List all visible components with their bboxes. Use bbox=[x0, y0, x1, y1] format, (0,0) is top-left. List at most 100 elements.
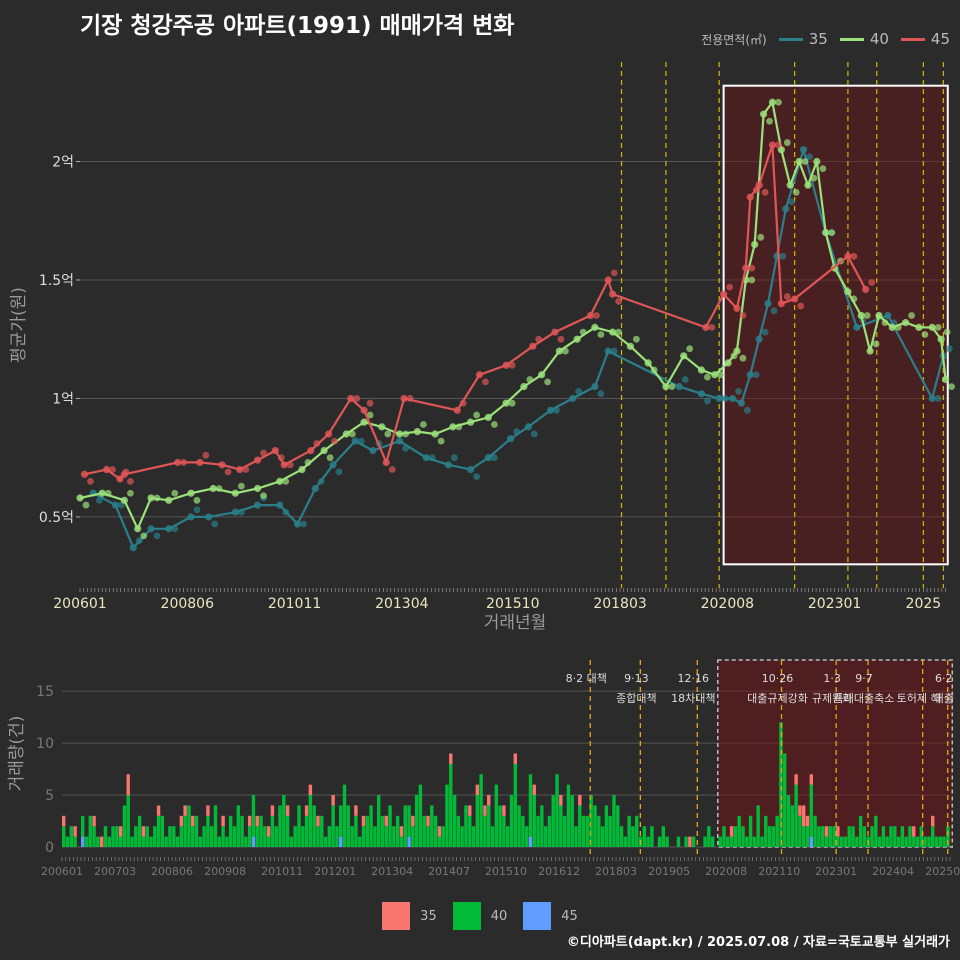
vol-bar-stack_35-25 bbox=[156, 805, 161, 816]
vol-bar-stack_35-116 bbox=[502, 805, 506, 816]
volume-legend-40[interactable]: 40 bbox=[452, 902, 508, 930]
point-40-42 bbox=[786, 181, 794, 189]
point-45-30 bbox=[755, 181, 763, 189]
scatter-35-4 bbox=[171, 525, 179, 533]
scatter-45-12 bbox=[331, 437, 338, 445]
vol-bar-stack_35-96 bbox=[426, 815, 430, 827]
legend-item-40[interactable]: 40 bbox=[839, 30, 889, 48]
vol-bar-stack_40-199 bbox=[817, 826, 821, 847]
vol-bar-stack_35-176 bbox=[729, 826, 734, 837]
x-axis-title: 거래년월 bbox=[484, 613, 547, 633]
point-40-21 bbox=[484, 413, 492, 422]
scatter-35-20 bbox=[513, 428, 520, 436]
legend-swatch-45 bbox=[900, 37, 925, 41]
vol-bar-stack_35-99 bbox=[437, 826, 442, 837]
scatter-35-15 bbox=[402, 444, 409, 452]
scatter-40-36 bbox=[739, 354, 747, 362]
point-45-26 bbox=[720, 290, 728, 298]
vol-bar-stack_40-33 bbox=[187, 805, 191, 847]
vol-bar-stack_40-88 bbox=[395, 815, 400, 847]
vol-bar-stack_40-98 bbox=[433, 815, 438, 847]
point-45-18 bbox=[475, 371, 484, 379]
policy-date-5: 9·7 bbox=[855, 672, 873, 685]
vol-bar-stack_40-185 bbox=[764, 815, 768, 847]
vol-bar-stack_35-17 bbox=[126, 774, 130, 796]
point-40-23 bbox=[520, 383, 528, 391]
x-tick-label-5: 201803 bbox=[593, 596, 646, 612]
vol-x-tick-label-1: 200703 bbox=[94, 865, 136, 878]
vol-bar-stack_40-18 bbox=[130, 836, 134, 847]
vol-bar-stack_40-182 bbox=[752, 836, 757, 847]
scatter-35-17 bbox=[451, 454, 458, 462]
scatter-45-33 bbox=[797, 302, 805, 310]
scatter-35-35 bbox=[788, 198, 796, 206]
point-40-7 bbox=[209, 484, 217, 493]
volume-legend-label-40: 40 bbox=[490, 908, 508, 924]
vol-bar-stack_40-47 bbox=[240, 815, 244, 847]
vol-bar-stack_35-65 bbox=[308, 784, 313, 796]
vol-bar-stack_40-37 bbox=[202, 826, 206, 847]
scatter-35-23 bbox=[575, 387, 583, 395]
point-40-55 bbox=[928, 323, 936, 331]
point-45-22 bbox=[586, 311, 595, 320]
vol-bar-stack_40-38 bbox=[206, 815, 210, 847]
vol-bar-stack_40-142 bbox=[600, 826, 605, 847]
vol-bar-stack_45-73 bbox=[339, 836, 343, 847]
policy-name-5: 특례대출축소 bbox=[834, 692, 895, 705]
scatter-40-42 bbox=[792, 188, 800, 196]
vol-bar-stack_40-229 bbox=[931, 826, 935, 847]
vol-bar-stack_35-224 bbox=[912, 826, 916, 837]
scatter-40-45 bbox=[819, 165, 827, 173]
scatter-45-16 bbox=[406, 395, 414, 402]
vol-bar-stack_40-213 bbox=[870, 826, 874, 847]
vol-bar-stack_40-0 bbox=[62, 826, 66, 847]
vol-bar-stack_40-22 bbox=[145, 826, 149, 847]
policy-name-4: 규제완화 bbox=[812, 692, 852, 705]
scatter-40-0 bbox=[82, 501, 90, 509]
point-40-36 bbox=[733, 347, 741, 355]
vol-bar-stack_40-128 bbox=[547, 815, 552, 847]
vol-bar-stack_35-165 bbox=[688, 836, 692, 847]
point-40-52 bbox=[888, 323, 896, 331]
vol-bar-stack_40-115 bbox=[498, 805, 502, 847]
vol-bar-stack_35-0 bbox=[62, 815, 66, 827]
point-45-8 bbox=[253, 456, 262, 464]
point-45-21 bbox=[551, 328, 559, 336]
volume-legend-35[interactable]: 35 bbox=[382, 902, 437, 930]
volume-legend-label-35: 35 bbox=[420, 908, 437, 924]
point-40-50 bbox=[866, 347, 874, 355]
point-40-34 bbox=[711, 371, 719, 379]
vol-bar-stack_40-171 bbox=[710, 836, 715, 847]
point-45-5 bbox=[196, 458, 204, 467]
legend-item-45[interactable]: 45 bbox=[900, 30, 950, 48]
scatter-35-6 bbox=[211, 520, 219, 528]
point-45-12 bbox=[324, 430, 333, 438]
volume-legend-45[interactable]: 45 bbox=[523, 902, 578, 930]
vol-bar-stack_40-28 bbox=[168, 826, 172, 847]
point-35-5 bbox=[187, 513, 195, 521]
vol-bar-stack_40-55 bbox=[270, 815, 275, 847]
point-35-2 bbox=[129, 544, 137, 552]
vol-bar-stack_40-216 bbox=[881, 826, 886, 847]
scatter-45-8 bbox=[260, 449, 267, 457]
scatter-40-37 bbox=[748, 276, 756, 284]
scatter-40-39 bbox=[766, 117, 773, 125]
vol-bar-stack_40-147 bbox=[619, 826, 624, 847]
credit-text: ©디아파트(dapt.kr) / 2025.07.08 / 자료=국토교통부 실… bbox=[566, 935, 950, 950]
vol-bar-stack_40-224 bbox=[912, 836, 916, 847]
vol-bar-stack_40-153 bbox=[642, 826, 647, 847]
vol-bar-stack_40-125 bbox=[536, 815, 540, 847]
legend-item-35[interactable]: 35 bbox=[778, 30, 828, 48]
point-40-24 bbox=[538, 371, 546, 379]
vol-bar-stack_40-228 bbox=[927, 836, 931, 847]
point-35-26 bbox=[675, 383, 683, 391]
vol-bar-stack_40-188 bbox=[775, 815, 779, 847]
point-40-16 bbox=[395, 430, 404, 438]
vol-bar-stack_40-139 bbox=[589, 795, 593, 847]
vol-bar-stack_40-226 bbox=[919, 826, 924, 847]
point-40-1 bbox=[98, 489, 106, 497]
scatter-35-11 bbox=[317, 477, 325, 485]
vol-bar-stack_35-59 bbox=[285, 805, 290, 816]
vol-bar-stack_40-44 bbox=[228, 815, 233, 847]
scatter-35-7 bbox=[237, 508, 245, 516]
